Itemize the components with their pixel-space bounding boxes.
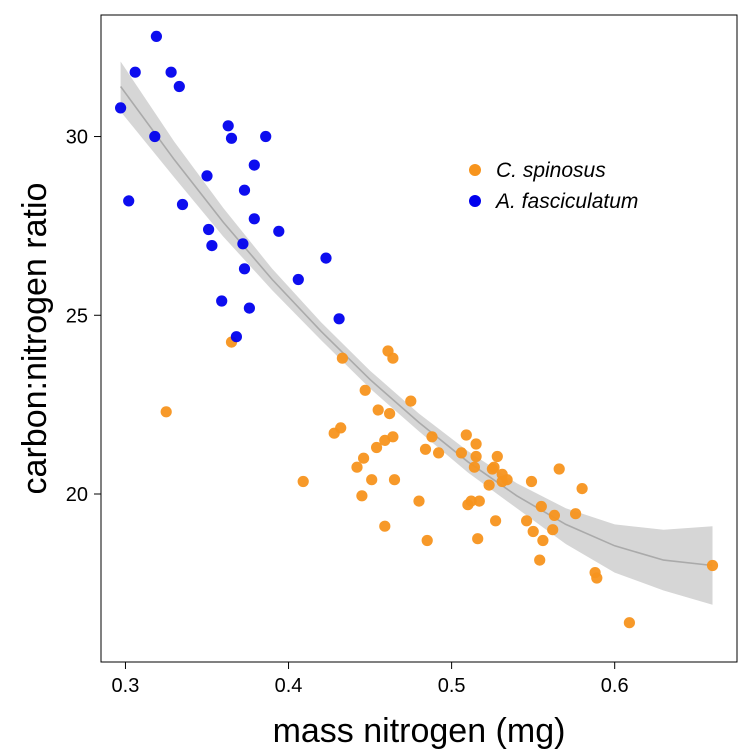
- data-point-c-spinosus: [591, 572, 603, 584]
- data-point-a-fasciculatum: [237, 238, 249, 250]
- legend-label: A. fasciculatum: [494, 190, 638, 213]
- data-point-c-spinosus: [623, 617, 636, 629]
- x-axis-title: mass nitrogen (mg): [273, 712, 566, 750]
- data-point-c-spinosus: [405, 395, 417, 407]
- data-point-a-fasciculatum: [292, 273, 304, 286]
- data-point-a-fasciculatum: [115, 102, 127, 114]
- data-point-c-spinosus: [470, 450, 482, 463]
- x-tick-label: 0.6: [601, 675, 629, 697]
- data-point-c-spinosus: [421, 534, 433, 547]
- data-point-a-fasciculatum: [225, 132, 238, 144]
- y-tick-label: 30: [66, 127, 88, 149]
- data-point-c-spinosus: [491, 450, 503, 463]
- data-point-a-fasciculatum: [243, 302, 255, 314]
- data-point-c-spinosus: [576, 483, 588, 495]
- data-point-a-fasciculatum: [222, 120, 234, 132]
- data-point-c-spinosus: [468, 461, 480, 473]
- data-point-c-spinosus: [553, 463, 565, 475]
- data-point-c-spinosus: [413, 495, 425, 507]
- data-point-c-spinosus: [534, 554, 546, 566]
- x-tick-label: 0.4: [275, 675, 303, 697]
- data-point-a-fasciculatum: [123, 195, 135, 207]
- data-point-a-fasciculatum: [150, 30, 162, 42]
- y-tick-label: 25: [66, 305, 88, 327]
- data-point-a-fasciculatum: [248, 159, 260, 171]
- legend: C. spinosus A. fasciculatum: [469, 159, 638, 213]
- data-point-c-spinosus: [371, 441, 383, 454]
- data-point-c-spinosus: [473, 495, 485, 507]
- data-point-a-fasciculatum: [260, 130, 272, 143]
- data-point-c-spinosus: [470, 438, 482, 450]
- data-point-a-fasciculatum: [248, 213, 260, 225]
- data-point-c-spinosus: [521, 515, 533, 527]
- fit-line-layer: [119, 86, 713, 567]
- plot-frame: [100, 14, 738, 663]
- data-point-c-spinosus: [359, 384, 371, 396]
- data-point-c-spinosus: [527, 525, 539, 538]
- data-point-c-spinosus: [351, 461, 363, 473]
- data-point-c-spinosus: [372, 404, 384, 416]
- data-point-a-fasciculatum: [149, 130, 161, 143]
- data-point-c-spinosus: [460, 429, 472, 441]
- data-point-c-spinosus: [465, 495, 477, 507]
- data-point-c-spinosus: [297, 475, 309, 488]
- data-point-c-spinosus: [366, 474, 378, 486]
- data-point-a-fasciculatum: [173, 80, 185, 93]
- data-point-c-spinosus: [570, 508, 582, 520]
- confidence-band: [120, 61, 713, 605]
- data-point-a-fasciculatum: [273, 225, 285, 237]
- data-point-a-fasciculatum: [238, 263, 251, 275]
- data-point-c-spinosus: [525, 475, 538, 488]
- data-point-c-spinosus: [433, 447, 445, 459]
- legend-marker: [469, 164, 481, 176]
- data-point-c-spinosus: [426, 431, 438, 443]
- data-point-c-spinosus: [384, 408, 396, 420]
- y-tick-label: 20: [66, 484, 88, 506]
- data-point-c-spinosus: [488, 461, 500, 473]
- data-point-c-spinosus: [387, 352, 399, 364]
- data-point-a-fasciculatum: [216, 295, 228, 307]
- data-point-c-spinosus: [160, 406, 172, 418]
- data-point-a-fasciculatum: [238, 184, 251, 196]
- data-point-c-spinosus: [535, 500, 547, 513]
- data-point-c-spinosus: [419, 443, 432, 455]
- data-point-c-spinosus: [388, 474, 401, 486]
- data-point-a-fasciculatum: [230, 331, 242, 343]
- data-point-a-fasciculatum: [320, 252, 332, 264]
- data-point-c-spinosus: [490, 515, 502, 527]
- data-points-layer: [115, 30, 719, 629]
- fit-line: [119, 86, 713, 567]
- data-point-c-spinosus: [335, 422, 347, 434]
- data-point-c-spinosus: [472, 533, 484, 545]
- data-point-a-fasciculatum: [203, 223, 215, 236]
- y-axis: 20 25 30: [66, 127, 101, 506]
- data-point-c-spinosus: [483, 479, 495, 491]
- legend-marker: [469, 195, 481, 207]
- data-point-c-spinosus: [548, 509, 561, 521]
- data-point-c-spinosus: [537, 534, 549, 547]
- data-point-a-fasciculatum: [333, 313, 345, 325]
- confidence-band-layer: [120, 61, 713, 605]
- y-axis-title: carbon:nitrogen ratio: [16, 183, 54, 495]
- x-tick-label: 0.3: [112, 675, 140, 697]
- data-point-c-spinosus: [455, 447, 467, 459]
- legend-label: C. spinosus: [496, 159, 606, 182]
- data-point-c-spinosus: [547, 524, 559, 536]
- data-point-c-spinosus: [358, 452, 370, 464]
- data-point-c-spinosus: [356, 490, 368, 502]
- data-point-a-fasciculatum: [165, 66, 177, 78]
- data-point-c-spinosus: [501, 474, 513, 486]
- data-point-a-fasciculatum: [201, 170, 213, 182]
- x-axis: 0.3 0.4 0.5 0.6: [112, 662, 629, 697]
- data-point-a-fasciculatum: [129, 66, 141, 78]
- data-point-a-fasciculatum: [176, 198, 189, 211]
- data-point-c-spinosus: [387, 431, 399, 443]
- data-point-a-fasciculatum: [206, 240, 218, 252]
- data-point-c-spinosus: [706, 559, 719, 572]
- x-tick-label: 0.5: [438, 675, 466, 697]
- data-point-c-spinosus: [336, 352, 348, 364]
- data-point-c-spinosus: [379, 520, 391, 532]
